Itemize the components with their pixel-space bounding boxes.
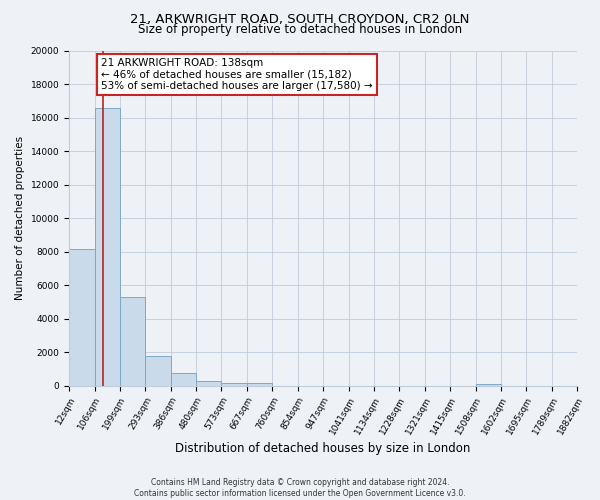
Text: 21 ARKWRIGHT ROAD: 138sqm
← 46% of detached houses are smaller (15,182)
53% of s: 21 ARKWRIGHT ROAD: 138sqm ← 46% of detac… [101,58,373,91]
Bar [221,383,247,386]
Text: Contains HM Land Registry data © Crown copyright and database right 2024.
Contai: Contains HM Land Registry data © Crown c… [134,478,466,498]
Bar [196,380,221,386]
Y-axis label: Number of detached properties: Number of detached properties [15,136,25,300]
Bar [476,384,501,386]
Bar [120,297,145,386]
Bar [145,356,170,386]
X-axis label: Distribution of detached houses by size in London: Distribution of detached houses by size … [175,442,471,455]
Bar [69,250,95,386]
Text: 21, ARKWRIGHT ROAD, SOUTH CROYDON, CR2 0LN: 21, ARKWRIGHT ROAD, SOUTH CROYDON, CR2 0… [130,12,470,26]
Bar [95,108,120,386]
Bar [170,373,196,386]
Text: Size of property relative to detached houses in London: Size of property relative to detached ho… [138,24,462,36]
Bar [247,383,272,386]
